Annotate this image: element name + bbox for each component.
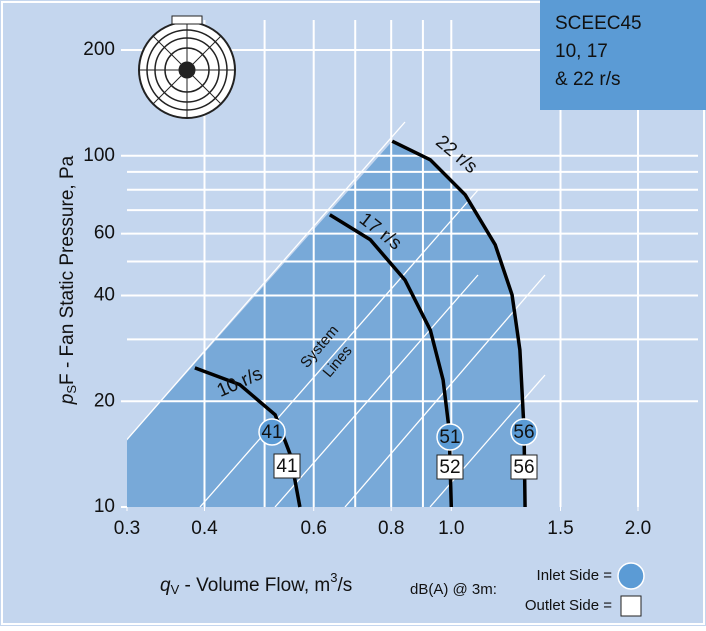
inlet-marker (436, 423, 464, 451)
db-note: dB(A) @ 3m: (410, 581, 497, 598)
operating-region (127, 141, 526, 507)
legend-label: Inlet Side = (537, 567, 613, 584)
inlet-db: 56 (513, 422, 534, 443)
y-label-part: F - Fan Static Pressure, Pa (57, 155, 78, 385)
x-label-part: V (171, 582, 180, 597)
y-tick-label: 60 (94, 223, 115, 244)
x-label-part: - Volume Flow, m (179, 575, 330, 596)
y-axis-label: pSF - Fan Static Pressure, Pa (57, 155, 79, 405)
y-tick-label: 100 (83, 145, 115, 166)
y-tick-label: 20 (94, 390, 115, 411)
system-line (274, 274, 479, 507)
title-box (540, 0, 706, 110)
inlet-db: 41 (261, 422, 282, 443)
legend-inlet-swatch (617, 562, 645, 590)
x-tick-label: 1.0 (438, 518, 464, 539)
inlet-marker (258, 418, 286, 446)
x-tick-label: 0.6 (300, 518, 326, 539)
x-label-part: q (160, 575, 171, 596)
system-line (199, 189, 479, 507)
system-lines (127, 121, 546, 507)
legend-outlet-swatch (620, 595, 642, 617)
x-label-part: 3 (330, 570, 337, 585)
outlet-marker (273, 453, 301, 479)
y-tick-label: 200 (83, 39, 115, 60)
legend-label: Outlet Side = (525, 597, 612, 614)
x-label-part: /s (337, 575, 352, 596)
y-tick-label: 40 (94, 285, 115, 306)
system-line (127, 121, 406, 441)
title-line: & 22 r/s (555, 69, 620, 90)
title-line: 10, 17 (555, 41, 608, 62)
fan-icon (138, 15, 236, 119)
x-tick-label: 0.3 (114, 518, 140, 539)
y-label-part: p (57, 394, 78, 406)
y-label-part: S (64, 385, 79, 394)
x-tick-label: 0.4 (191, 518, 218, 539)
inlet-marker (510, 418, 538, 446)
inlet-db: 51 (439, 427, 460, 448)
x-tick-label: 2.0 (625, 518, 651, 539)
outlet-marker (510, 454, 538, 480)
region (127, 141, 526, 507)
outlet-db: 41 (276, 456, 297, 477)
x-axis-label: qV - Volume Flow, m3/s (160, 570, 352, 597)
curve (391, 139, 527, 508)
outlet-db: 52 (439, 457, 460, 478)
y-tick-label: 10 (94, 496, 115, 517)
title-line: SCEEC45 (555, 13, 642, 34)
x-tick-label: 1.5 (547, 518, 573, 539)
outlet-marker (436, 454, 464, 480)
x-tick-label: 0.8 (378, 518, 404, 539)
outlet-db: 56 (513, 457, 534, 478)
